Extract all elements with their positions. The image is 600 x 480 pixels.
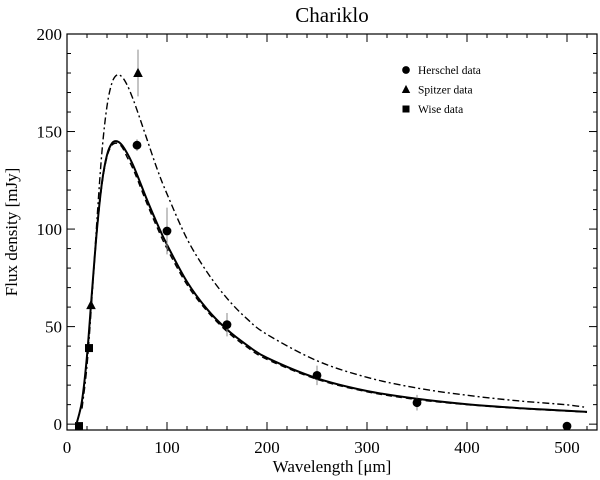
y-tick-label: 0 <box>54 415 63 434</box>
data-point-square <box>85 344 93 353</box>
y-tick-label: 200 <box>37 25 63 44</box>
y-tick-label: 50 <box>45 318 62 337</box>
x-tick-label: 400 <box>454 438 480 457</box>
ticks-layer: 0 100 200 300 400 500 0 50 100 150 200 <box>37 25 597 457</box>
legend-marker-circle <box>402 66 410 74</box>
model-curve-dashdot <box>81 73 588 409</box>
model-curve-solid <box>76 140 588 423</box>
model-curves <box>76 73 588 423</box>
legend-label: Wise data <box>418 104 463 116</box>
x-axis-title: Wavelength [μm] <box>273 457 392 476</box>
x-tick-label: 500 <box>554 438 580 457</box>
data-point-circle <box>562 421 572 431</box>
data-point-circle <box>162 226 172 236</box>
data-point-triangle <box>133 67 143 77</box>
x-tick-label: 0 <box>63 438 72 457</box>
data-point-circle <box>222 320 232 330</box>
legend-label: Herschel data <box>418 65 481 77</box>
y-axis-title: Flux density [mJy] <box>2 168 21 296</box>
chart-title: Chariklo <box>295 3 369 27</box>
data-point-triangle <box>86 299 96 310</box>
legend: Herschel data Spitzer data Wise data <box>401 65 481 116</box>
y-tick-label: 100 <box>37 220 63 239</box>
plot-frame-layer <box>66 33 598 431</box>
data-point-square <box>75 422 83 431</box>
plot-frame <box>66 33 598 431</box>
y-tick-label: 150 <box>37 123 63 142</box>
legend-marker-triangle <box>401 84 411 93</box>
data-points <box>75 49 572 431</box>
legend-label: Spitzer data <box>418 85 473 97</box>
data-point-circle <box>312 370 322 380</box>
x-tick-label: 200 <box>254 438 280 457</box>
model-curve-dashed <box>76 142 588 423</box>
data-point-circle <box>132 140 142 150</box>
x-tick-label: 100 <box>154 438 180 457</box>
x-tick-label: 300 <box>354 438 380 457</box>
data-point-circle <box>412 398 422 408</box>
legend-marker-square <box>402 105 410 113</box>
